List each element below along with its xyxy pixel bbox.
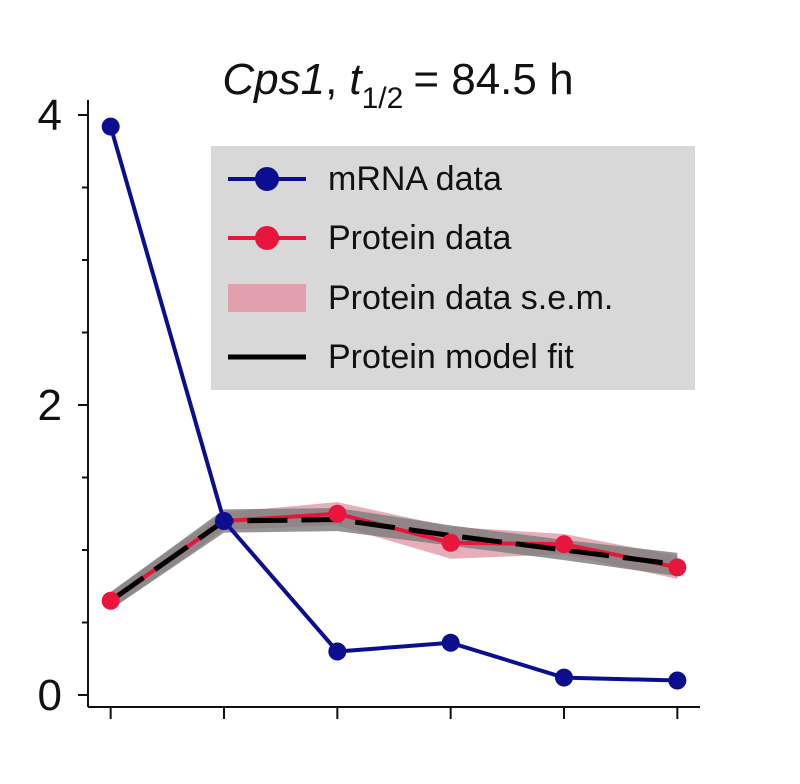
markers-layer	[101, 117, 687, 690]
point-mrna-data	[101, 117, 120, 136]
chart-title: Cps1, t1/2 = 84.5 h	[222, 55, 573, 115]
point-mrna-data	[441, 633, 460, 652]
point-protein-data	[555, 535, 573, 554]
point-mrna-data	[668, 671, 687, 690]
title-value: = 84.5 h	[413, 55, 573, 104]
y-tick-label: 4	[38, 91, 62, 140]
legend: mRNA data Protein data Protein data s.e.…	[211, 146, 695, 390]
line-mrna-data	[108, 126, 678, 683]
y-tick-label: 0	[38, 671, 62, 720]
legend-swatch-mrna-marker	[255, 167, 279, 191]
legend-label-mrna: mRNA data	[328, 160, 502, 198]
point-mrna-data	[215, 512, 233, 530]
legend-item-protein-sem: Protein data s.e.m.	[228, 279, 613, 317]
title-separator: ,	[325, 55, 337, 104]
legend-swatch-protein-marker	[255, 226, 279, 250]
line-protein-model-fit	[109, 517, 678, 603]
point-protein-data	[328, 504, 347, 523]
legend-item-protein: Protein data	[228, 219, 511, 257]
y-tick-label: 2	[38, 381, 62, 430]
x-ticks	[109, 707, 679, 719]
point-mrna-data	[328, 642, 347, 661]
legend-background	[211, 146, 695, 390]
legend-swatch-protein-sem	[228, 284, 306, 312]
legend-label-protein-sem: Protein data s.e.m.	[328, 279, 613, 317]
title-symbol: t	[349, 55, 363, 104]
legend-item-mrna: mRNA data	[228, 160, 502, 198]
point-protein-data	[441, 533, 460, 552]
point-mrna-data	[555, 668, 573, 687]
legend-label-model-fit: Protein model fit	[328, 338, 574, 376]
title-subscript: 1/2	[362, 82, 404, 115]
point-protein-data	[668, 558, 687, 577]
lines-layer	[108, 126, 678, 683]
point-protein-data	[101, 591, 120, 610]
title-gene: Cps1	[222, 55, 325, 104]
legend-label-protein: Protein data	[328, 219, 511, 257]
axes: 0 2 4	[38, 91, 700, 720]
legend-item-model-fit: Protein model fit	[228, 338, 574, 376]
y-ticks: 0 2 4	[38, 91, 88, 720]
band-protein-model-fit	[110, 507, 678, 610]
